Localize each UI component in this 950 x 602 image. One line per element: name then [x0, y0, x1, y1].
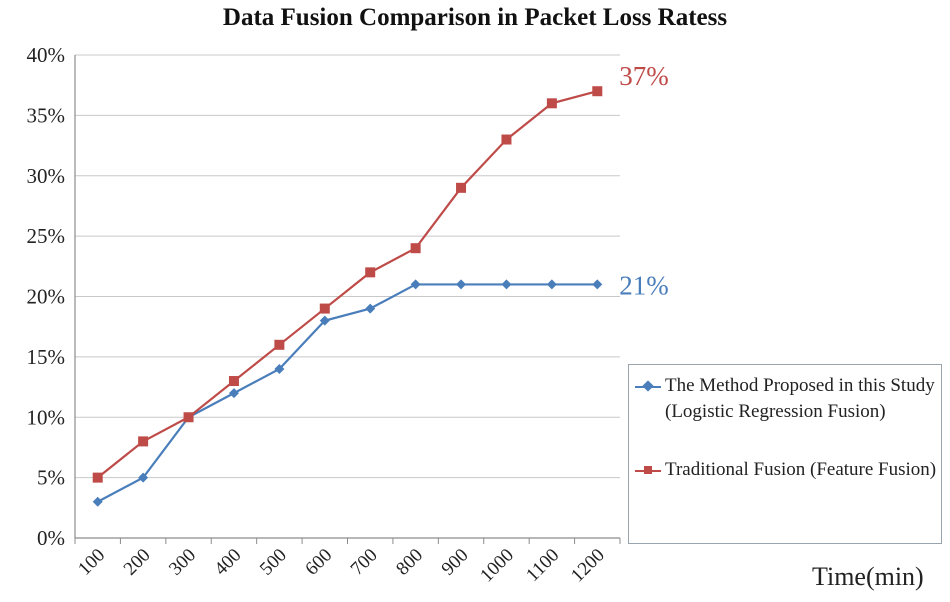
y-tick-label: 0%	[37, 526, 65, 550]
series-line-1	[97, 283, 598, 503]
data-point-square	[501, 134, 512, 145]
y-tick-label: 20%	[27, 285, 66, 309]
data-point-diamond	[138, 472, 149, 483]
x-tick-label: 500	[256, 545, 291, 580]
data-point-diamond	[546, 279, 557, 290]
x-tick-label: 900	[438, 545, 473, 580]
data-point-square	[228, 376, 239, 387]
legend-square-marker	[644, 466, 652, 474]
data-point-diamond	[228, 388, 239, 399]
data-point-square	[365, 267, 376, 278]
x-tick-label: 1200	[567, 545, 609, 587]
x-tick-label: 100	[74, 545, 109, 580]
x-tick-label: 1100	[522, 545, 563, 586]
data-point-diamond	[592, 279, 603, 290]
data-point-diamond	[365, 303, 376, 314]
data-point-square	[456, 182, 467, 193]
data-point-square	[546, 98, 557, 109]
data-point-square	[410, 243, 421, 254]
y-tick-label: 10%	[27, 405, 66, 429]
data-point-diamond	[274, 363, 285, 374]
data-point-diamond	[410, 279, 421, 290]
data-point-square	[138, 436, 149, 447]
data-point-diamond	[92, 496, 103, 507]
data-point-square	[183, 412, 194, 423]
series-layer	[92, 86, 603, 507]
y-tick-label: 15%	[27, 345, 66, 369]
x-tick-label: 700	[347, 545, 382, 580]
x-tick-label: 1000	[476, 545, 518, 587]
data-point-square	[592, 86, 603, 97]
y-tick-label: 35%	[27, 103, 66, 127]
data-point-diamond	[319, 315, 330, 326]
y-tick-label: 5%	[37, 466, 65, 490]
x-tick-label: 600	[301, 545, 336, 580]
data-point-diamond	[456, 279, 467, 290]
x-tick-label: 200	[120, 545, 155, 580]
legend-label-traditional: Traditional Fusion (Feature Fusion)	[665, 459, 937, 480]
chart-title: Data Fusion Comparison in Packet Loss Ra…	[222, 4, 728, 31]
x-axis-label: Time(min)	[812, 562, 924, 591]
x-tick-label: 300	[165, 545, 200, 580]
data-point-diamond	[501, 279, 512, 290]
legend-diamond-marker	[642, 380, 654, 392]
gridlines	[75, 54, 620, 539]
data-point-square	[319, 303, 330, 314]
y-tick-label: 40%	[27, 43, 66, 67]
series-end-label-2: 37%	[619, 61, 669, 91]
legend-label-proposed: The Method Proposed in this Study (Logis…	[665, 375, 935, 422]
x-tick-label: 800	[392, 545, 427, 580]
data-point-square	[92, 472, 103, 483]
y-tick-label: 30%	[27, 164, 66, 188]
x-tick-label: 400	[210, 545, 245, 580]
series-end-label-1: 21%	[619, 270, 669, 300]
series-line-2	[97, 90, 598, 479]
y-tick-label: 25%	[27, 224, 66, 248]
legend: The Method Proposed in this Study (Logis…	[628, 364, 942, 544]
data-point-square	[274, 339, 285, 350]
axes	[74, 55, 621, 544]
